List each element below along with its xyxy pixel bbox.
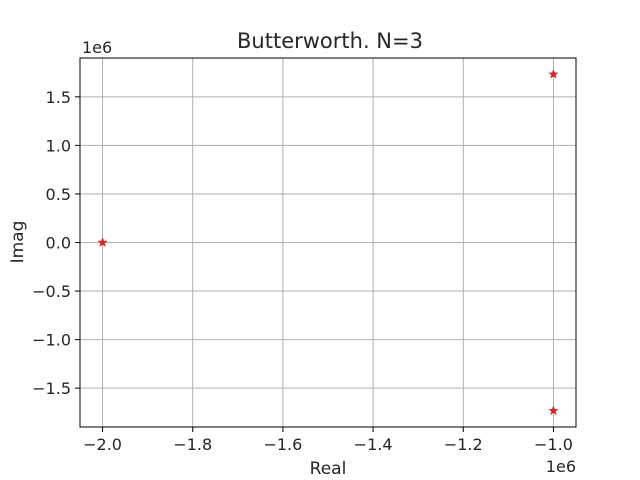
y-tick-label: −0.5	[32, 282, 71, 301]
y-tick-label: 0.5	[46, 185, 71, 204]
x-axis-label: Real	[310, 459, 347, 479]
y-tick-label: −1.0	[32, 331, 71, 350]
pole-marker	[548, 68, 559, 79]
pole-marker	[548, 405, 559, 416]
x-tick-label: −1.8	[173, 435, 212, 454]
data-points	[97, 68, 559, 416]
x-tick-label: −1.6	[263, 435, 302, 454]
pole-marker	[97, 237, 108, 247]
y-tick-label: 1.0	[46, 136, 71, 155]
y-offset-label: 1e6	[82, 38, 112, 57]
x-tick-label: −1.4	[354, 435, 393, 454]
grid	[80, 58, 576, 427]
y-axis-label: Imag	[8, 221, 28, 264]
x-tick-label: −1.2	[444, 435, 483, 454]
y-tick-label: −1.5	[32, 379, 71, 398]
x-offset-label: 1e6	[546, 457, 576, 476]
axis-ticks: −2.0 −1.8 −1.6 −1.4 −1.2 −1.0 1.5 1.0 0.5 0.0 −0.5…	[32, 88, 573, 454]
y-tick-label: 0.0	[46, 234, 71, 253]
x-tick-label: −2.0	[83, 435, 122, 454]
chart-title: Butterworth. N=3	[237, 29, 423, 53]
y-tick-label: 1.5	[46, 88, 71, 107]
x-tick-label: −1.0	[534, 435, 573, 454]
